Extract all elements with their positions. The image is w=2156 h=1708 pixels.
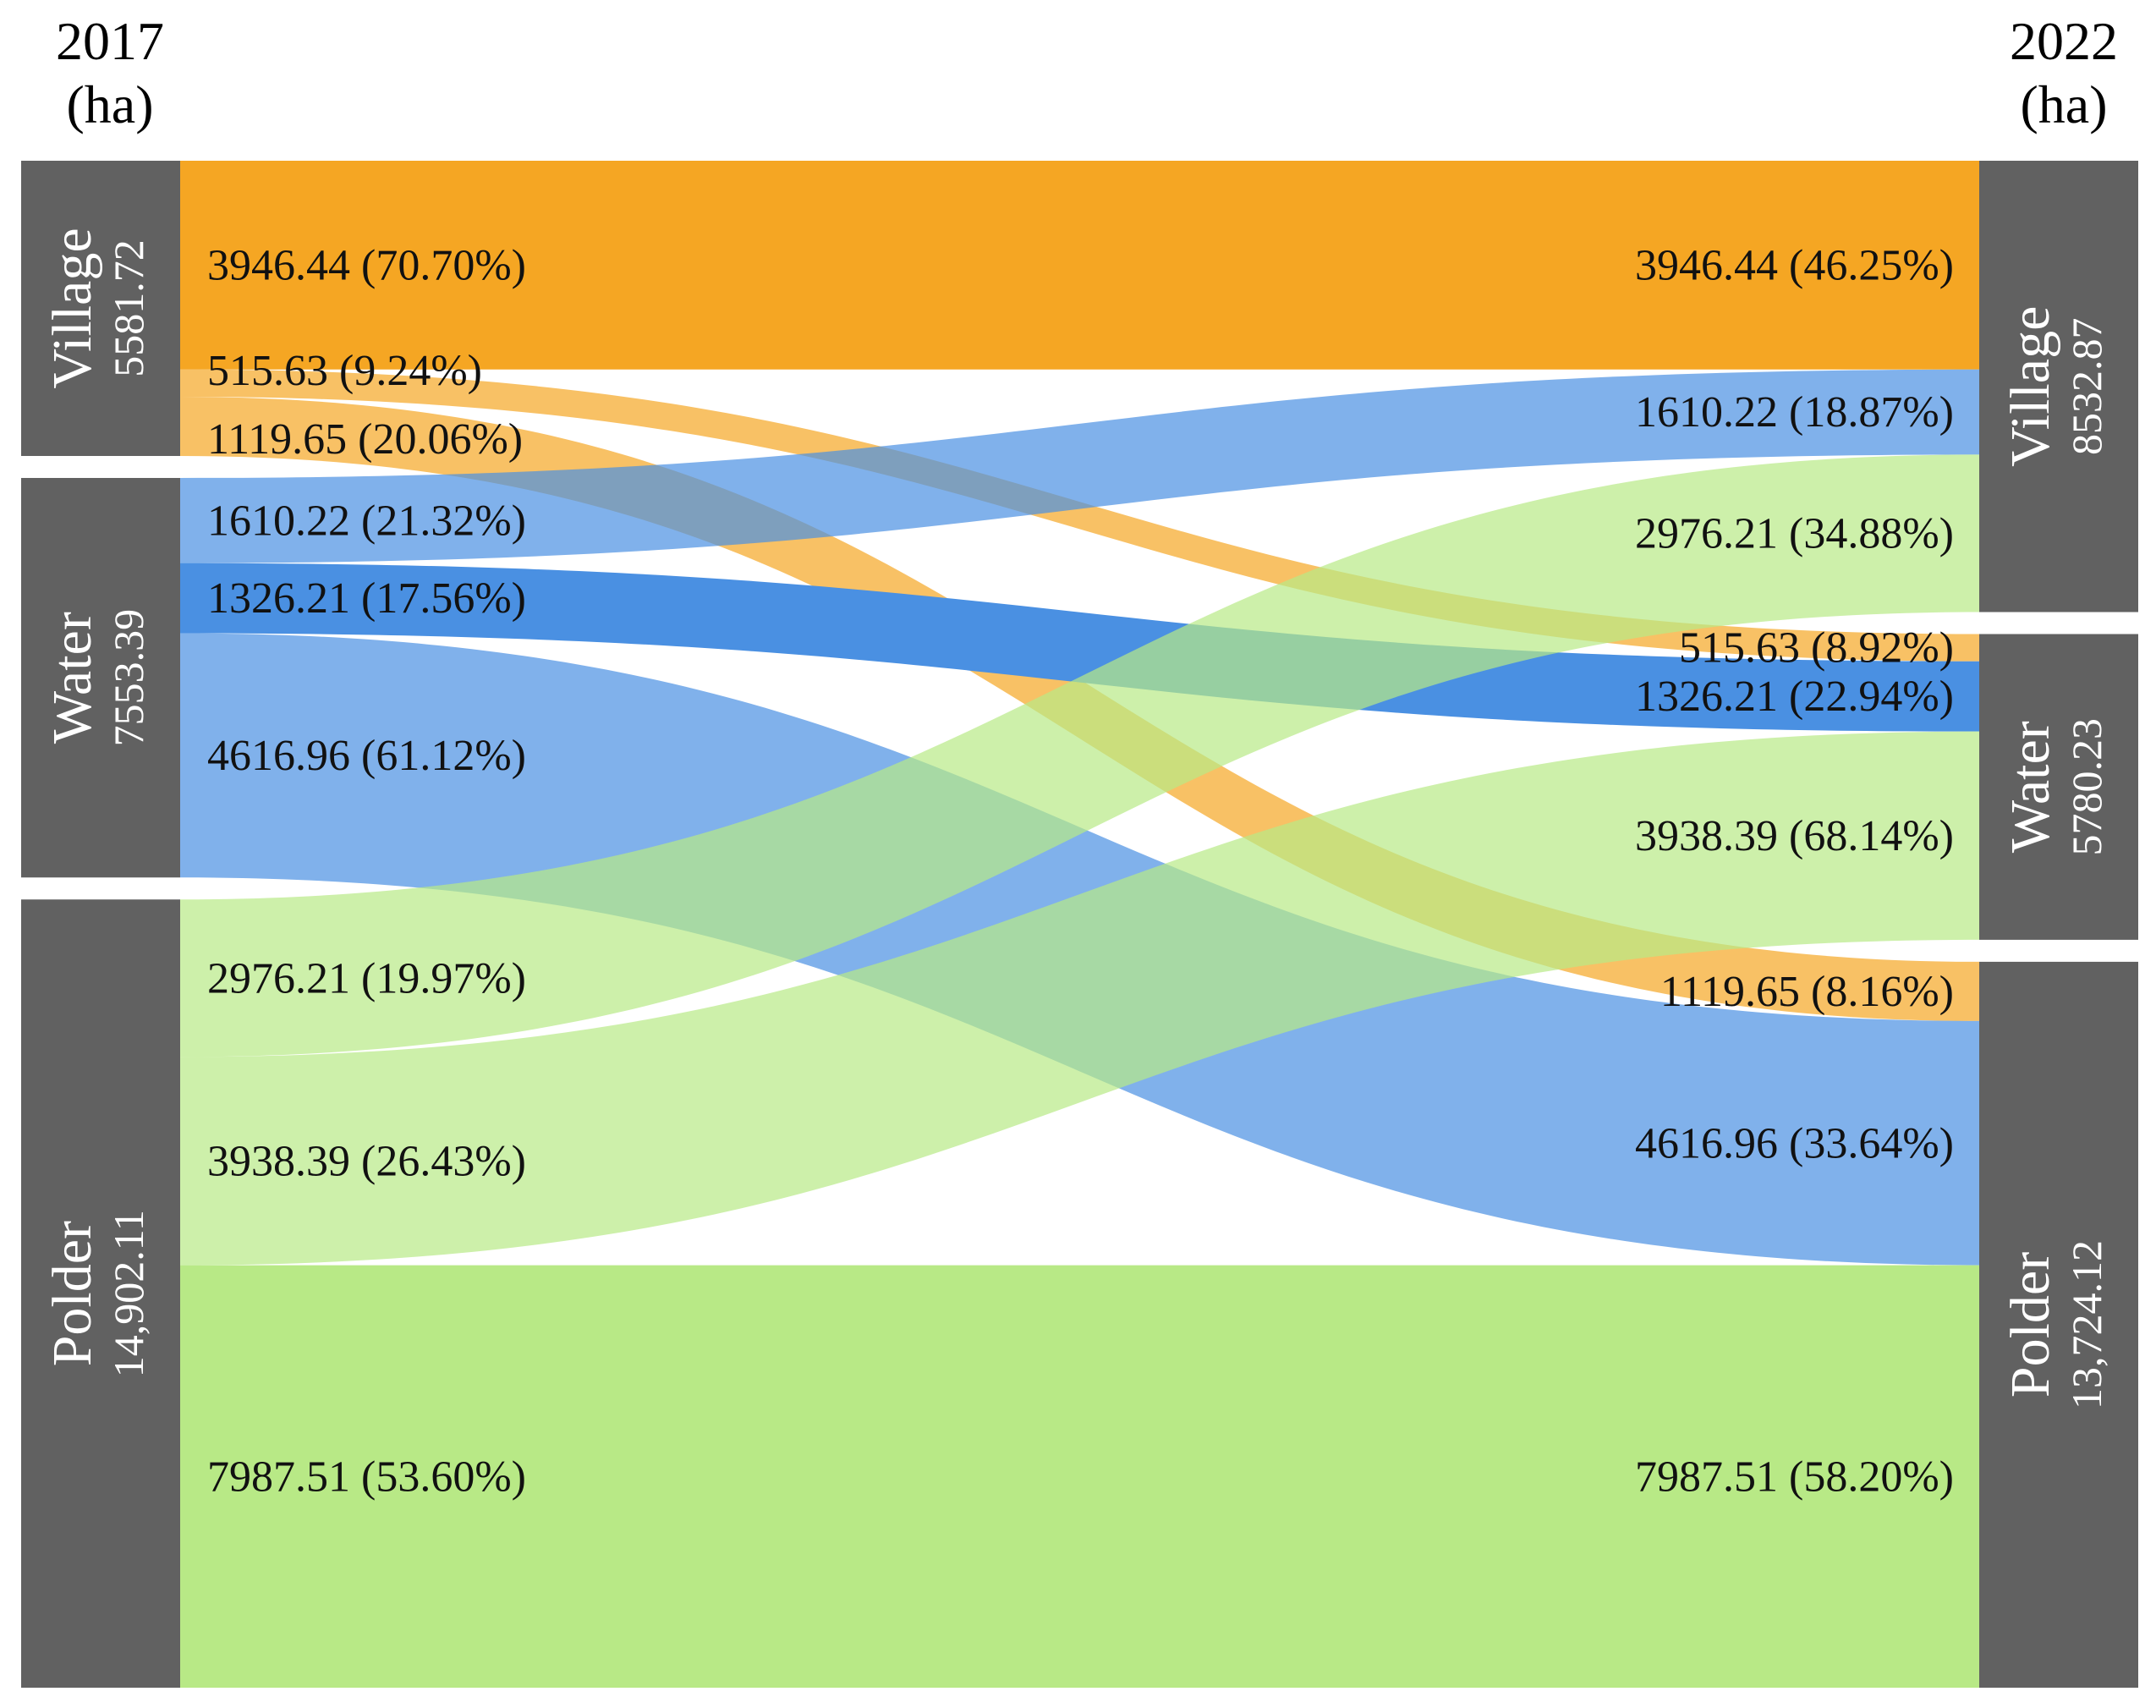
left-node-name-water: Water — [41, 612, 103, 744]
flow-right-label: 515.63 (8.92%) — [1679, 624, 1954, 673]
flow-right-label: 3938.39 (68.14%) — [1635, 812, 1954, 860]
flow-left-label: 3946.44 (70.70%) — [207, 241, 526, 289]
right-node-name-water: Water — [2000, 721, 2061, 853]
labels-layer: 3946.44 (70.70%) 3946.44 (46.25%) 515.63 (… — [207, 241, 1954, 1501]
right-node-polder — [1979, 961, 2138, 1688]
left-node-water — [21, 477, 180, 878]
flow-polder-to-village — [180, 454, 1979, 1057]
flows-layer — [180, 161, 1979, 1688]
flow-water-to-water — [180, 563, 1979, 732]
right-year-label: 2022 — [2010, 11, 2118, 71]
flow-right-label: 1326.21 (22.94%) — [1635, 673, 1954, 721]
right-node-total-village: 8532.87 — [2063, 318, 2110, 456]
left-year-label: 2017 — [56, 11, 164, 71]
flow-left-label: 3938.39 (26.43%) — [207, 1137, 526, 1185]
left-node-village — [21, 161, 180, 456]
flow-left-label: 2976.21 (19.97%) — [207, 954, 526, 1002]
right-node-total-water: 5780.23 — [2063, 718, 2110, 856]
right-unit-label: (ha) — [2020, 74, 2107, 135]
flow-water-to-village — [180, 369, 1979, 563]
flow-left-label: 7987.51 (53.60%) — [207, 1453, 526, 1501]
left-unit-label: (ha) — [66, 74, 153, 135]
left-node-polder — [21, 899, 180, 1688]
flow-right-label: 7987.51 (58.20%) — [1635, 1453, 1954, 1501]
flow-polder-to-polder — [180, 1265, 1979, 1688]
right-node-water — [1979, 634, 2138, 940]
flow-left-label: 4616.96 (61.12%) — [207, 732, 526, 780]
right-node-name-village: Village — [2000, 306, 2061, 467]
flow-left-label: 1119.65 (20.06%) — [207, 415, 523, 464]
flow-left-label: 515.63 (9.24%) — [207, 347, 482, 395]
right-node-name-polder: Polder — [2000, 1252, 2061, 1398]
right-node-village — [1979, 161, 2138, 612]
flow-village-to-village — [180, 161, 1979, 370]
left-node-total-polder: 14,902.11 — [105, 1210, 152, 1377]
left-node-name-village: Village — [41, 228, 103, 388]
flow-polder-to-water — [180, 731, 1979, 1266]
flow-right-label: 1610.22 (18.87%) — [1635, 388, 1954, 437]
left-node-total-water: 7553.39 — [105, 609, 152, 747]
flow-right-label: 3946.44 (46.25%) — [1635, 241, 1954, 289]
flow-village-to-water — [180, 369, 1979, 662]
right-node-total-polder: 13,724.12 — [2063, 1240, 2110, 1409]
flow-right-label: 2976.21 (34.88%) — [1635, 509, 1954, 557]
flow-right-label: 4616.96 (33.64%) — [1635, 1119, 1954, 1167]
left-node-total-village: 5581.72 — [105, 239, 152, 377]
flow-right-label: 1119.65 (8.16%) — [1660, 968, 1954, 1016]
left-node-name-polder: Polder — [41, 1221, 103, 1366]
flow-left-label: 1326.21 (17.56%) — [207, 574, 526, 623]
flow-left-label: 1610.22 (21.32%) — [207, 497, 526, 545]
